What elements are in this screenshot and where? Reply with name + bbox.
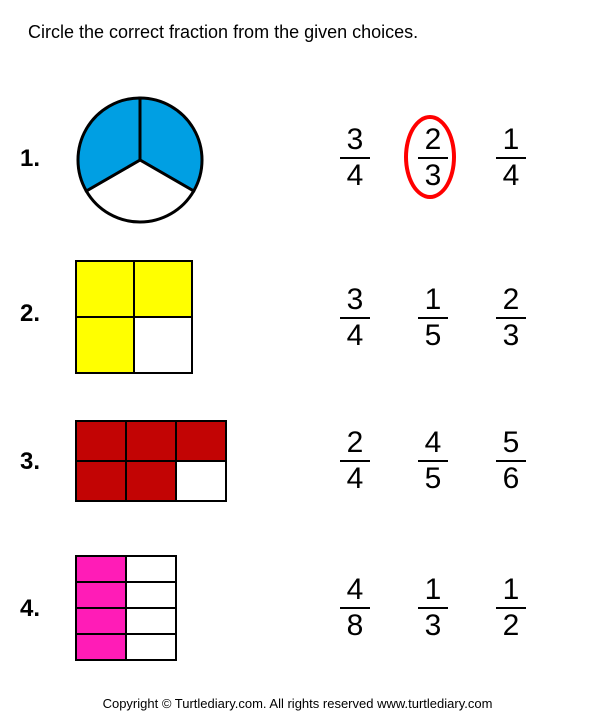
fraction-choice[interactable]: 2 3 <box>496 285 526 351</box>
question-number-3: 3. <box>20 448 40 476</box>
numerator: 3 <box>347 285 364 317</box>
fraction-choice[interactable]: 1 4 <box>496 125 526 191</box>
denominator: 2 <box>503 609 520 641</box>
denominator: 5 <box>425 319 442 351</box>
fraction-choice[interactable]: 4 8 <box>340 575 370 641</box>
numerator: 2 <box>503 285 520 317</box>
numerator: 2 <box>425 125 442 157</box>
question-number-2: 2. <box>20 300 40 328</box>
numerator: 1 <box>503 575 520 607</box>
fraction-choice[interactable]: 3 4 <box>340 125 370 191</box>
choices-row-4: 4 8 1 3 1 2 <box>340 575 526 641</box>
question-number-4: 4. <box>20 595 40 623</box>
fraction-choice[interactable]: 1 3 <box>418 575 448 641</box>
instruction-text: Circle the correct fraction from the giv… <box>28 22 418 43</box>
numerator: 1 <box>503 125 520 157</box>
footer-copyright: Copyright © Turtlediary.com. All rights … <box>0 696 595 711</box>
denominator: 3 <box>503 319 520 351</box>
denominator: 4 <box>347 319 364 351</box>
fraction-choice[interactable]: 5 6 <box>496 428 526 494</box>
grid-shape-4 <box>75 555 179 668</box>
question-number-1: 1. <box>20 145 40 173</box>
denominator: 6 <box>503 462 520 494</box>
choices-row-3: 2 4 4 5 5 6 <box>340 428 526 494</box>
grid-shape-3 <box>75 420 229 509</box>
denominator: 3 <box>425 609 442 641</box>
fraction-choice[interactable]: 4 5 <box>418 428 448 494</box>
numerator: 3 <box>347 125 364 157</box>
numerator: 2 <box>347 428 364 460</box>
fraction-choice[interactable]: 3 4 <box>340 285 370 351</box>
numerator: 4 <box>425 428 442 460</box>
fraction-choice[interactable]: 2 3 <box>418 125 448 191</box>
denominator: 3 <box>425 159 442 191</box>
denominator: 8 <box>347 609 364 641</box>
numerator: 1 <box>425 575 442 607</box>
choices-row-2: 3 4 1 5 2 3 <box>340 285 526 351</box>
numerator: 4 <box>347 575 364 607</box>
denominator: 4 <box>503 159 520 191</box>
fraction-choice[interactable]: 2 4 <box>340 428 370 494</box>
fraction-choice[interactable]: 1 5 <box>418 285 448 351</box>
grid-shape-2 <box>75 260 195 381</box>
pie-shape-1 <box>75 95 205 230</box>
fraction-choice[interactable]: 1 2 <box>496 575 526 641</box>
numerator: 5 <box>503 428 520 460</box>
choices-row-1: 3 4 2 3 1 4 <box>340 125 526 191</box>
denominator: 5 <box>425 462 442 494</box>
numerator: 1 <box>425 285 442 317</box>
denominator: 4 <box>347 462 364 494</box>
denominator: 4 <box>347 159 364 191</box>
